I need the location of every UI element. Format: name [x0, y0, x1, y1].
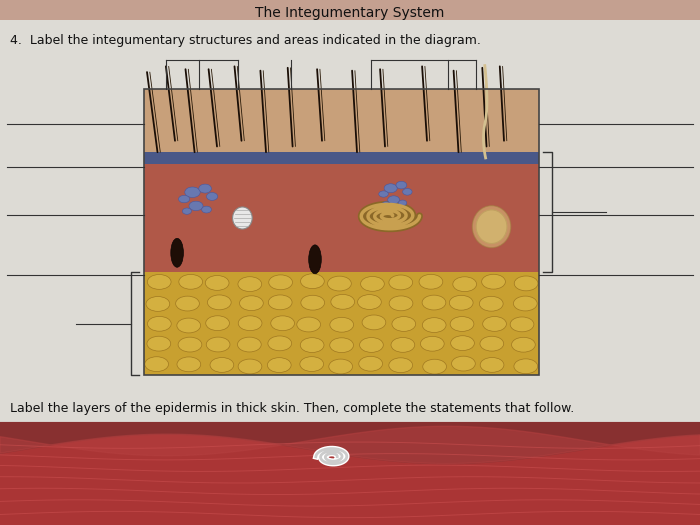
Ellipse shape — [382, 202, 390, 207]
Ellipse shape — [379, 191, 389, 197]
Ellipse shape — [482, 274, 505, 289]
Ellipse shape — [392, 317, 416, 331]
Text: 4.  Label the integumentary structures and areas indicated in the diagram.: 4. Label the integumentary structures an… — [10, 34, 482, 47]
Ellipse shape — [301, 295, 325, 310]
Ellipse shape — [480, 214, 503, 239]
Bar — [144, 89, 539, 152]
Ellipse shape — [480, 296, 503, 311]
Ellipse shape — [300, 338, 324, 352]
Bar — [144, 164, 539, 272]
Ellipse shape — [206, 193, 218, 201]
Ellipse shape — [330, 338, 354, 353]
Ellipse shape — [396, 181, 407, 189]
Ellipse shape — [483, 317, 506, 331]
Ellipse shape — [480, 336, 504, 351]
Ellipse shape — [362, 315, 386, 330]
Ellipse shape — [182, 208, 191, 214]
Ellipse shape — [453, 277, 477, 291]
Ellipse shape — [451, 335, 475, 351]
Ellipse shape — [268, 336, 292, 351]
Ellipse shape — [205, 276, 229, 290]
Bar — [0, 0, 700, 20]
Ellipse shape — [422, 318, 446, 332]
Ellipse shape — [360, 338, 384, 352]
Ellipse shape — [232, 207, 252, 229]
Ellipse shape — [512, 337, 536, 352]
Ellipse shape — [177, 357, 201, 372]
Bar — [144, 152, 539, 164]
Ellipse shape — [384, 184, 397, 193]
Bar — [0, 423, 700, 525]
Ellipse shape — [421, 337, 444, 351]
Ellipse shape — [176, 296, 199, 311]
Ellipse shape — [202, 206, 211, 213]
Ellipse shape — [328, 276, 351, 291]
Ellipse shape — [484, 218, 499, 235]
Ellipse shape — [147, 336, 171, 351]
Ellipse shape — [398, 200, 407, 206]
Ellipse shape — [389, 296, 413, 311]
Ellipse shape — [358, 295, 382, 309]
Ellipse shape — [269, 275, 293, 290]
Ellipse shape — [423, 359, 447, 374]
Ellipse shape — [329, 359, 353, 374]
Ellipse shape — [480, 358, 504, 372]
Ellipse shape — [178, 337, 202, 352]
Ellipse shape — [148, 317, 172, 331]
Ellipse shape — [297, 317, 321, 332]
Ellipse shape — [360, 277, 384, 291]
Ellipse shape — [210, 358, 234, 372]
Ellipse shape — [510, 317, 534, 332]
Ellipse shape — [473, 206, 511, 248]
Ellipse shape — [206, 316, 230, 331]
Ellipse shape — [206, 337, 230, 352]
Ellipse shape — [449, 296, 473, 310]
Text: Label the layers of the epidermis in thick skin. Then, complete the statements t: Label the layers of the epidermis in thi… — [10, 402, 575, 415]
Ellipse shape — [389, 275, 412, 290]
Ellipse shape — [330, 317, 354, 332]
Ellipse shape — [452, 356, 475, 371]
Ellipse shape — [178, 275, 202, 289]
Ellipse shape — [145, 356, 169, 372]
Ellipse shape — [487, 222, 496, 232]
Bar — [144, 272, 539, 375]
Ellipse shape — [237, 337, 261, 352]
Ellipse shape — [189, 201, 203, 211]
Ellipse shape — [359, 356, 382, 371]
Ellipse shape — [391, 338, 414, 352]
Ellipse shape — [309, 245, 321, 274]
Ellipse shape — [389, 358, 412, 373]
Ellipse shape — [178, 195, 190, 203]
Ellipse shape — [239, 296, 263, 311]
Ellipse shape — [476, 210, 507, 244]
Ellipse shape — [238, 277, 262, 291]
Ellipse shape — [146, 297, 169, 311]
Ellipse shape — [300, 356, 323, 372]
Ellipse shape — [331, 295, 355, 309]
Ellipse shape — [207, 295, 231, 310]
Text: The Integumentary System: The Integumentary System — [256, 6, 444, 20]
Ellipse shape — [513, 296, 537, 311]
Ellipse shape — [267, 358, 291, 373]
Ellipse shape — [514, 276, 538, 291]
Ellipse shape — [271, 316, 295, 331]
Ellipse shape — [514, 359, 538, 374]
Ellipse shape — [450, 317, 474, 331]
Bar — [144, 89, 539, 375]
Ellipse shape — [238, 316, 262, 331]
Ellipse shape — [238, 359, 262, 374]
Ellipse shape — [171, 238, 183, 267]
Ellipse shape — [388, 196, 400, 204]
Ellipse shape — [402, 188, 412, 195]
Ellipse shape — [300, 274, 324, 289]
Ellipse shape — [422, 295, 446, 310]
Ellipse shape — [268, 295, 292, 310]
Ellipse shape — [147, 275, 171, 289]
Ellipse shape — [419, 275, 443, 289]
Ellipse shape — [185, 187, 200, 197]
Ellipse shape — [199, 184, 211, 193]
Ellipse shape — [177, 318, 201, 333]
